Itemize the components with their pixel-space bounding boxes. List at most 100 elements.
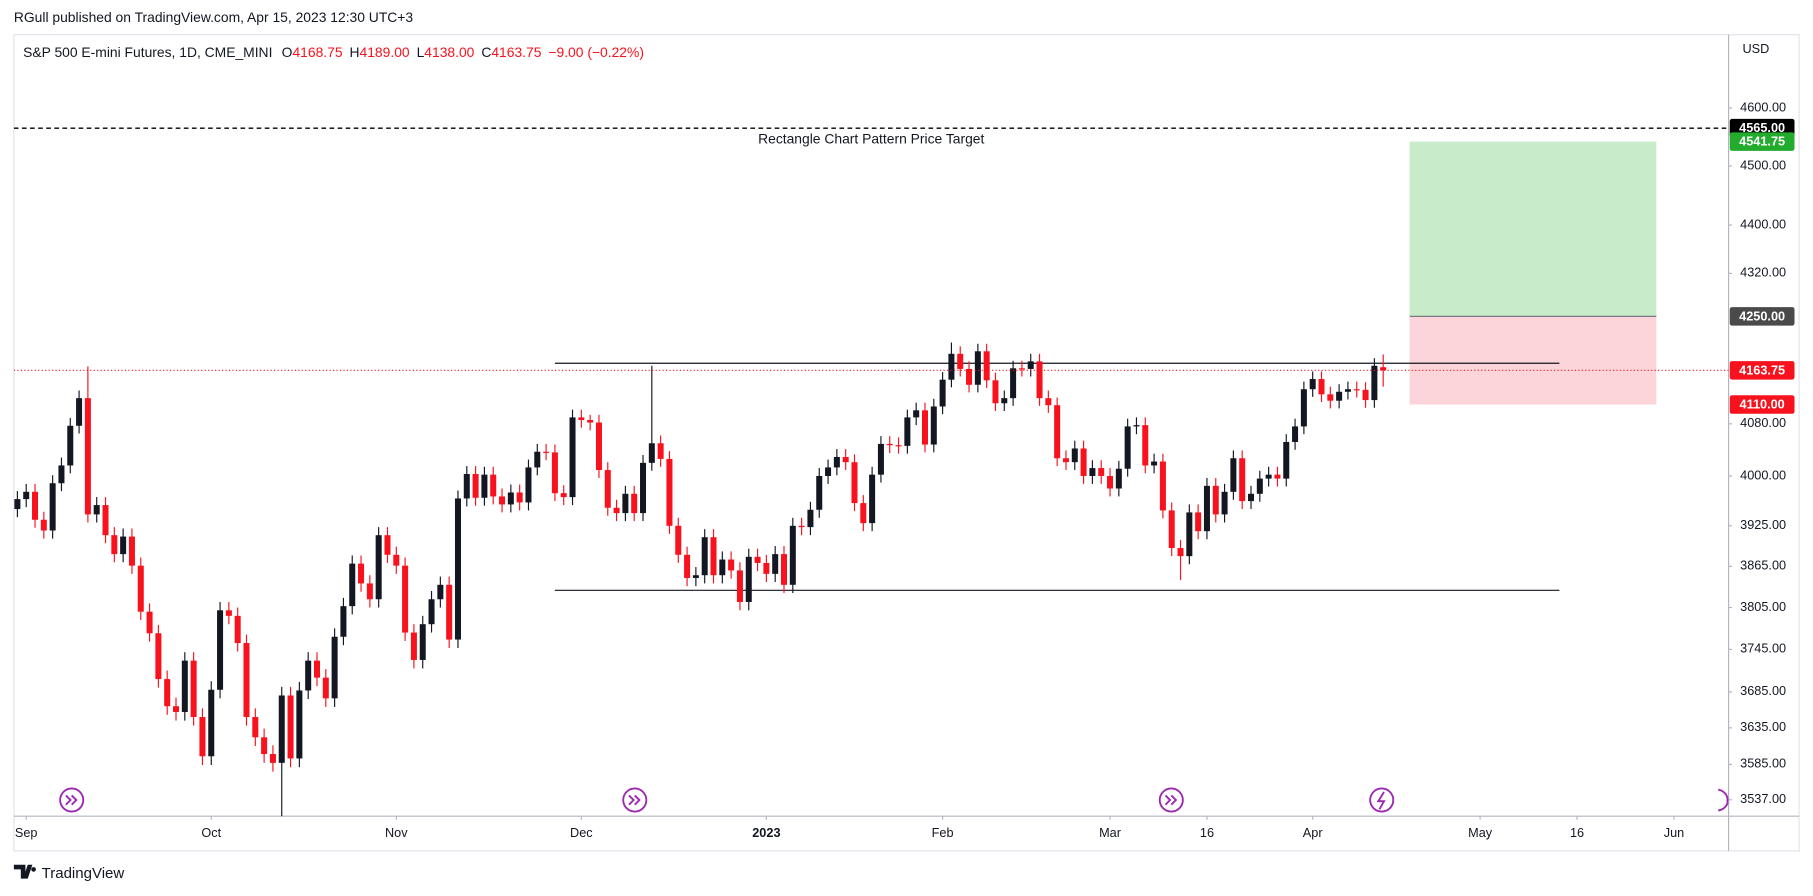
candle-body bbox=[1186, 512, 1193, 557]
candle-body bbox=[1283, 441, 1290, 479]
price-badge-label: 4110.00 bbox=[1740, 396, 1785, 411]
candle-body bbox=[825, 467, 832, 476]
candle-body bbox=[32, 491, 39, 520]
candle-body bbox=[1292, 426, 1299, 442]
candle-body bbox=[463, 473, 470, 499]
candle-body bbox=[490, 474, 497, 497]
candle-body bbox=[930, 406, 937, 445]
candle-body bbox=[1221, 491, 1228, 515]
frame bbox=[13, 34, 1800, 852]
candle-body bbox=[957, 353, 964, 369]
candle-body bbox=[1001, 398, 1008, 404]
profit-zone bbox=[1409, 141, 1657, 317]
candle-body bbox=[1010, 368, 1017, 399]
candle-body bbox=[1230, 458, 1237, 492]
candle-body bbox=[543, 451, 550, 453]
currency: USD bbox=[1742, 41, 1769, 56]
candle-body bbox=[49, 483, 56, 531]
candle-body bbox=[287, 695, 294, 759]
candle-body bbox=[93, 505, 100, 515]
event-icon[interactable] bbox=[1158, 787, 1184, 813]
candle-body bbox=[208, 689, 215, 757]
price-badge bbox=[1729, 307, 1795, 326]
price-badge bbox=[1729, 361, 1795, 380]
candle-body bbox=[58, 465, 65, 484]
candle-body bbox=[1107, 475, 1114, 489]
x-tick-label: Feb bbox=[932, 825, 954, 840]
ohlc-label: H bbox=[350, 44, 360, 60]
candle-body bbox=[772, 554, 779, 574]
candle-body bbox=[366, 583, 373, 600]
candle-body bbox=[1177, 548, 1184, 557]
candle-body bbox=[146, 611, 153, 634]
candle-body bbox=[780, 554, 788, 585]
candle-body bbox=[692, 575, 699, 578]
candle-body bbox=[1098, 468, 1105, 476]
candle-body bbox=[754, 556, 761, 563]
candle-body bbox=[736, 570, 743, 603]
candle-body bbox=[816, 475, 823, 510]
candle-body bbox=[1274, 474, 1281, 479]
candle-body bbox=[164, 679, 171, 707]
candle-body bbox=[974, 351, 981, 385]
ohlc-value: 4163.75 bbox=[491, 44, 541, 60]
candle-body bbox=[120, 536, 127, 555]
loss-zone bbox=[1409, 316, 1657, 405]
candle-body bbox=[939, 379, 946, 407]
candle-body bbox=[992, 380, 999, 404]
y-tick-label: 4320.00 bbox=[1740, 265, 1786, 280]
candle-body bbox=[613, 507, 620, 514]
candle-body bbox=[1327, 394, 1334, 401]
candle-body bbox=[1018, 368, 1025, 370]
y-tick-label: 3865.00 bbox=[1740, 558, 1786, 573]
y-tick-label: 4400.00 bbox=[1740, 216, 1786, 231]
candle-body bbox=[1212, 485, 1219, 515]
target-text: Rectangle Chart Pattern Price Target bbox=[758, 130, 984, 146]
candle-body bbox=[1115, 468, 1122, 489]
y-tick-label: 3925.00 bbox=[1740, 517, 1786, 532]
change: −9.00 (−0.22%) bbox=[548, 44, 644, 60]
candle-body bbox=[243, 643, 250, 718]
candle-body bbox=[640, 462, 647, 514]
candle-body bbox=[719, 559, 726, 576]
x-tick-label: Nov bbox=[385, 825, 408, 840]
event-icons bbox=[59, 787, 1729, 813]
publisher: RGull published on TradingView.com, Apr … bbox=[14, 9, 414, 25]
candle-body bbox=[921, 410, 928, 445]
candle-body bbox=[137, 565, 144, 612]
candle-body bbox=[587, 419, 594, 423]
candle-body bbox=[913, 410, 920, 418]
candle-body bbox=[252, 717, 259, 738]
ohlc-value: 4138.00 bbox=[424, 44, 474, 60]
candle-body bbox=[666, 458, 673, 526]
candle-body bbox=[419, 624, 426, 660]
y-tick-label: 3635.00 bbox=[1740, 719, 1786, 734]
price-badge-label: 4163.75 bbox=[1739, 362, 1785, 377]
candle-body bbox=[507, 492, 514, 505]
candle-body bbox=[1248, 493, 1255, 502]
candle-body bbox=[40, 519, 47, 531]
y-tick-label: 3745.00 bbox=[1740, 641, 1786, 656]
candle-body bbox=[76, 398, 83, 426]
candle-body bbox=[1344, 389, 1351, 392]
candle-body bbox=[217, 610, 224, 690]
candle-body bbox=[886, 443, 893, 446]
candle-body bbox=[454, 498, 461, 640]
y-tick-label: 3805.00 bbox=[1740, 599, 1786, 614]
price-badge-label: 4565.00 bbox=[1739, 120, 1785, 135]
candle-body bbox=[340, 606, 347, 637]
candle-body bbox=[437, 584, 444, 600]
candle-body bbox=[173, 706, 180, 712]
event-icon[interactable] bbox=[1717, 788, 1729, 812]
event-icon[interactable] bbox=[1369, 787, 1395, 813]
event-icon[interactable] bbox=[59, 787, 85, 813]
candle-body bbox=[578, 417, 585, 420]
candle-body bbox=[745, 556, 752, 603]
candle-body bbox=[851, 462, 858, 504]
price-badge-label: 4541.75 bbox=[1739, 134, 1785, 149]
x-tick-label: Mar bbox=[1099, 825, 1122, 840]
candle-body bbox=[278, 695, 285, 763]
candle-body bbox=[807, 509, 814, 528]
event-icon[interactable] bbox=[622, 787, 648, 813]
candle-body bbox=[710, 537, 717, 576]
